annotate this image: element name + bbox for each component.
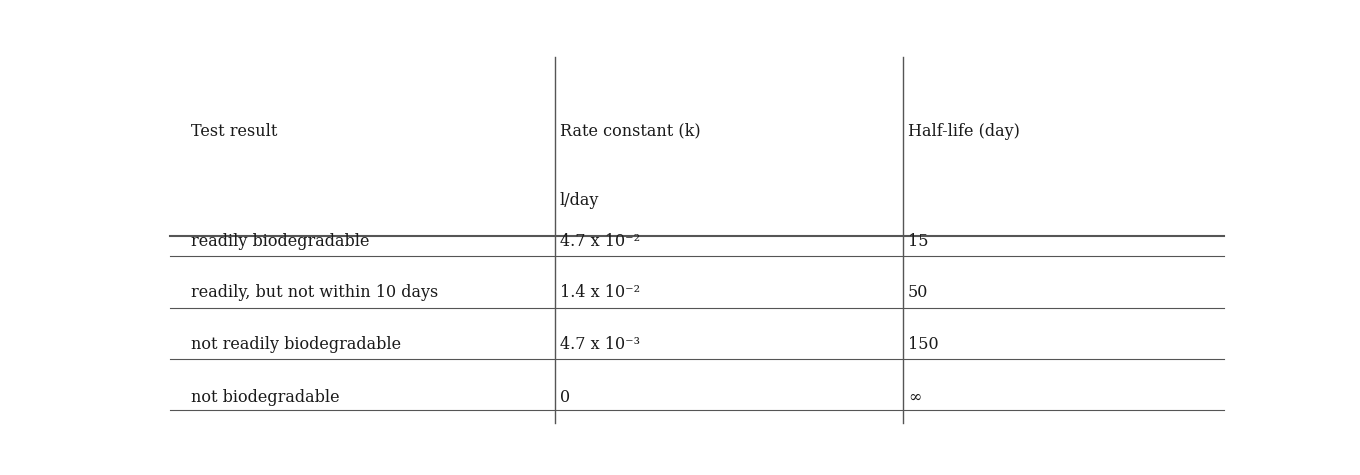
Text: not biodegradable: not biodegradable <box>190 389 340 406</box>
Text: 150: 150 <box>908 336 938 352</box>
Text: 4.7 x 10⁻³: 4.7 x 10⁻³ <box>560 336 641 352</box>
Text: 4.7 x 10⁻²: 4.7 x 10⁻² <box>560 233 641 250</box>
Text: l/day: l/day <box>560 192 600 209</box>
Text: Rate constant (k): Rate constant (k) <box>560 123 700 140</box>
Text: readily, but not within 10 days: readily, but not within 10 days <box>190 285 438 302</box>
Text: 1.4 x 10⁻²: 1.4 x 10⁻² <box>560 285 641 302</box>
Text: 15: 15 <box>908 233 929 250</box>
Text: 0: 0 <box>560 389 570 406</box>
Text: ∞: ∞ <box>908 389 921 406</box>
Text: Test result: Test result <box>190 123 277 140</box>
Text: 50: 50 <box>908 285 928 302</box>
Text: readily biodegradable: readily biodegradable <box>190 233 370 250</box>
Text: Half-life (day): Half-life (day) <box>908 123 1020 140</box>
Text: not readily biodegradable: not readily biodegradable <box>190 336 401 352</box>
